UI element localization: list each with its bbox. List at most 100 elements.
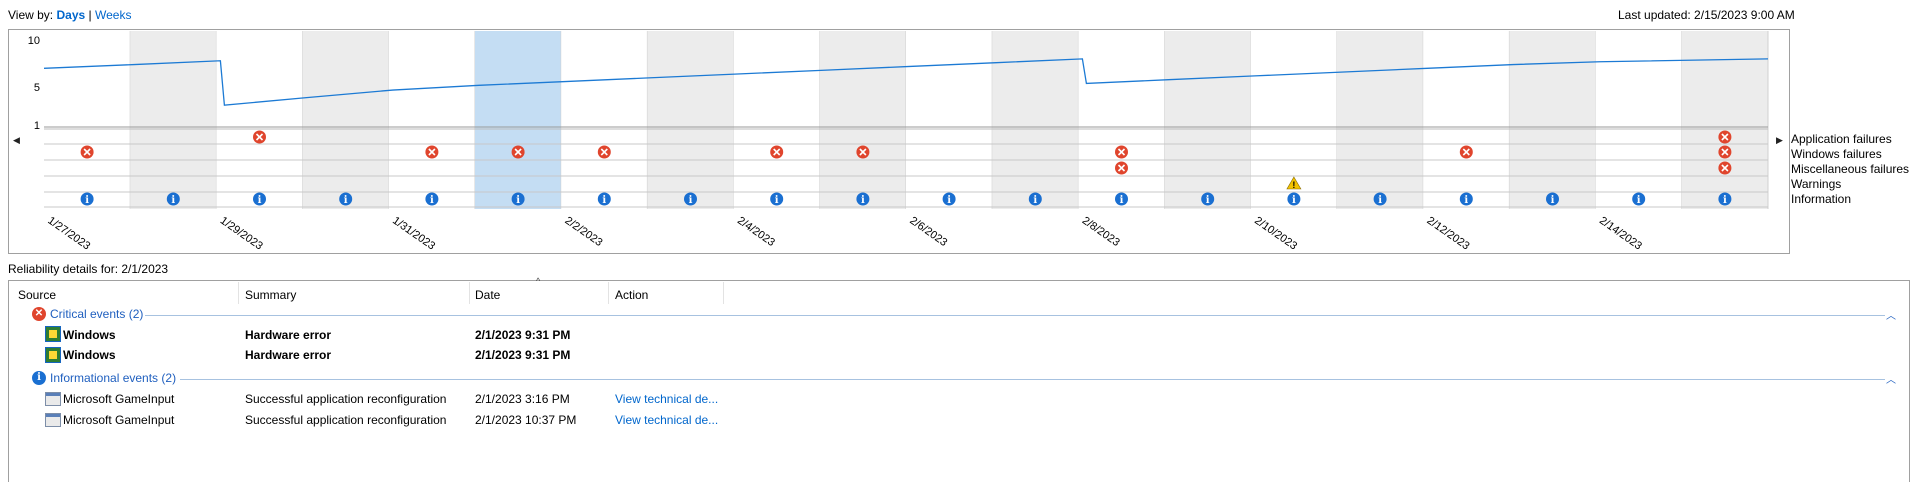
day-column-2/9/2023[interactable]: [1164, 31, 1251, 209]
view-weeks-link[interactable]: Weeks: [94, 8, 132, 22]
view-technical-details-link[interactable]: View technical de...: [615, 392, 719, 406]
information-icon-glyph: i: [430, 195, 434, 206]
critical-error-icon-cross: [83, 148, 91, 156]
information-icon-glyph: i: [1637, 195, 1641, 206]
information-icon: [1201, 192, 1215, 206]
information-icon: [1287, 192, 1301, 206]
collapse-chevron-icon[interactable]: ︿: [1886, 375, 1896, 386]
row-date[interactable]: 2/1/2023 10:37 PM: [475, 413, 577, 427]
column-divider[interactable]: [608, 282, 609, 304]
day-column-2/5/2023[interactable]: [819, 31, 906, 209]
x-tick-label: 2/2/2023: [563, 215, 605, 249]
column-divider[interactable]: [469, 282, 470, 304]
day-column-1/28/2023[interactable]: [130, 31, 217, 209]
column-header-summary[interactable]: Summary: [245, 288, 297, 302]
information-icon: [1373, 192, 1387, 206]
information-icon: [1546, 192, 1559, 206]
information-icon-glyph: i: [1033, 195, 1037, 206]
information-icon-glyph: i: [689, 195, 693, 206]
row-source[interactable]: Microsoft GameInput: [63, 392, 175, 406]
information-icon-glyph: i: [1292, 195, 1296, 206]
day-column-2/13/2023[interactable]: [1509, 31, 1596, 209]
row-date[interactable]: 2/1/2023 9:31 PM: [475, 348, 571, 362]
row-source[interactable]: Windows: [63, 328, 116, 342]
scroll-right-arrow-icon[interactable]: ▶: [1776, 135, 1783, 145]
windows-logo-icon: [45, 326, 61, 342]
day-column-2/8/2023[interactable]: [1078, 31, 1165, 209]
sort-ascending-icon: ^: [536, 276, 541, 286]
information-icon: i: [32, 371, 46, 385]
column-header-action[interactable]: Action: [615, 288, 649, 302]
x-tick-label: 2/6/2023: [907, 215, 949, 249]
information-icon-glyph: i: [861, 195, 865, 206]
information-icon: [1718, 192, 1732, 206]
day-column-2/2/2023[interactable]: [561, 31, 648, 209]
day-column-2/4/2023[interactable]: [733, 31, 820, 209]
group-divider: [145, 315, 1885, 316]
scroll-left-arrow-icon[interactable]: ◀: [13, 135, 20, 145]
information-icon-glyph: i: [947, 195, 951, 206]
information-icon-glyph: i: [344, 195, 348, 206]
column-divider[interactable]: [723, 282, 724, 304]
row-summary[interactable]: Hardware error: [245, 348, 332, 362]
day-column-2/12/2023[interactable]: [1423, 31, 1510, 209]
day-column-1/27/2023[interactable]: [44, 31, 131, 209]
day-column-2/15/2023[interactable]: [1681, 31, 1768, 209]
row-summary[interactable]: Successful application reconfiguration: [245, 413, 447, 427]
x-tick-label: 2/4/2023: [735, 215, 777, 249]
row-source[interactable]: Windows: [63, 348, 116, 362]
group-header-informational-events[interactable]: Informational events (2): [50, 371, 177, 385]
row-summary[interactable]: Successful application reconfiguration: [245, 392, 447, 406]
view-by-bar: View by: Days | Weeks: [8, 8, 131, 22]
column-divider[interactable]: [238, 282, 239, 304]
day-column-1/30/2023[interactable]: [302, 31, 389, 209]
critical-error-icon-cross: [773, 148, 781, 156]
critical-error-icon-cross: [1721, 164, 1729, 172]
information-icon-glyph: i: [1206, 195, 1210, 206]
information-icon-glyph: i: [1723, 195, 1727, 206]
critical-error-icon-cross: [1117, 148, 1126, 156]
information-icon-glyph: i: [171, 195, 175, 206]
critical-error-icon-cross: [255, 133, 264, 141]
reliability-chart[interactable]: 10 5 1! i i i i i i i i i i i i i i i i i i i i 1/27/2023 1/29/2…: [0, 0, 1910, 260]
information-icon-glyph: i: [1120, 195, 1124, 206]
view-technical-details-link[interactable]: View technical de...: [615, 413, 719, 427]
row-summary[interactable]: Hardware error: [245, 328, 332, 342]
category-label-miscellaneous-failures: Miscellaneous failures: [1791, 162, 1910, 176]
information-icon: [425, 192, 439, 206]
day-column-2/11/2023[interactable]: [1337, 31, 1424, 209]
day-column-2/1/2023[interactable]: [475, 31, 562, 209]
information-icon-glyph: i: [85, 195, 89, 206]
day-column-1/29/2023[interactable]: [216, 31, 303, 209]
category-label-windows-failures: Windows failures: [1791, 147, 1882, 161]
reliability-details-title: Reliability details for: 2/1/2023: [8, 262, 169, 276]
day-column-2/6/2023[interactable]: [906, 31, 993, 209]
information-icon: [339, 192, 353, 206]
day-column-2/14/2023[interactable]: [1595, 31, 1682, 209]
x-tick-label: 1/31/2023: [390, 215, 437, 253]
x-tick-label: 2/8/2023: [1080, 215, 1122, 249]
row-source[interactable]: Microsoft GameInput: [63, 413, 175, 427]
critical-error-icon-cross: [1721, 148, 1729, 156]
details-grid: [8, 280, 1910, 482]
information-icon: [166, 192, 180, 206]
group-divider: [180, 379, 1885, 380]
x-tick-label: 2/12/2023: [1425, 215, 1472, 253]
column-header-source[interactable]: Source: [18, 288, 57, 302]
day-column-1/31/2023[interactable]: [388, 31, 475, 209]
information-icon-glyph: i: [258, 195, 262, 206]
information-icon-glyph: i: [775, 195, 779, 206]
column-header-date[interactable]: Date: [475, 288, 501, 302]
day-column-2/7/2023[interactable]: [992, 31, 1079, 209]
windows-logo-icon: [45, 347, 61, 363]
view-days-link[interactable]: Days: [56, 8, 86, 22]
collapse-chevron-icon[interactable]: ︿: [1886, 311, 1896, 322]
view-separator: |: [88, 8, 92, 22]
information-icon: [597, 192, 611, 206]
group-header-critical-events[interactable]: Critical events (2): [50, 307, 144, 321]
day-column-2/3/2023[interactable]: [647, 31, 734, 209]
row-date[interactable]: 2/1/2023 3:16 PM: [475, 392, 570, 406]
x-tick-label: 2/10/2023: [1252, 215, 1299, 253]
critical-error-icon-cross: [600, 148, 608, 156]
row-date[interactable]: 2/1/2023 9:31 PM: [475, 328, 571, 342]
